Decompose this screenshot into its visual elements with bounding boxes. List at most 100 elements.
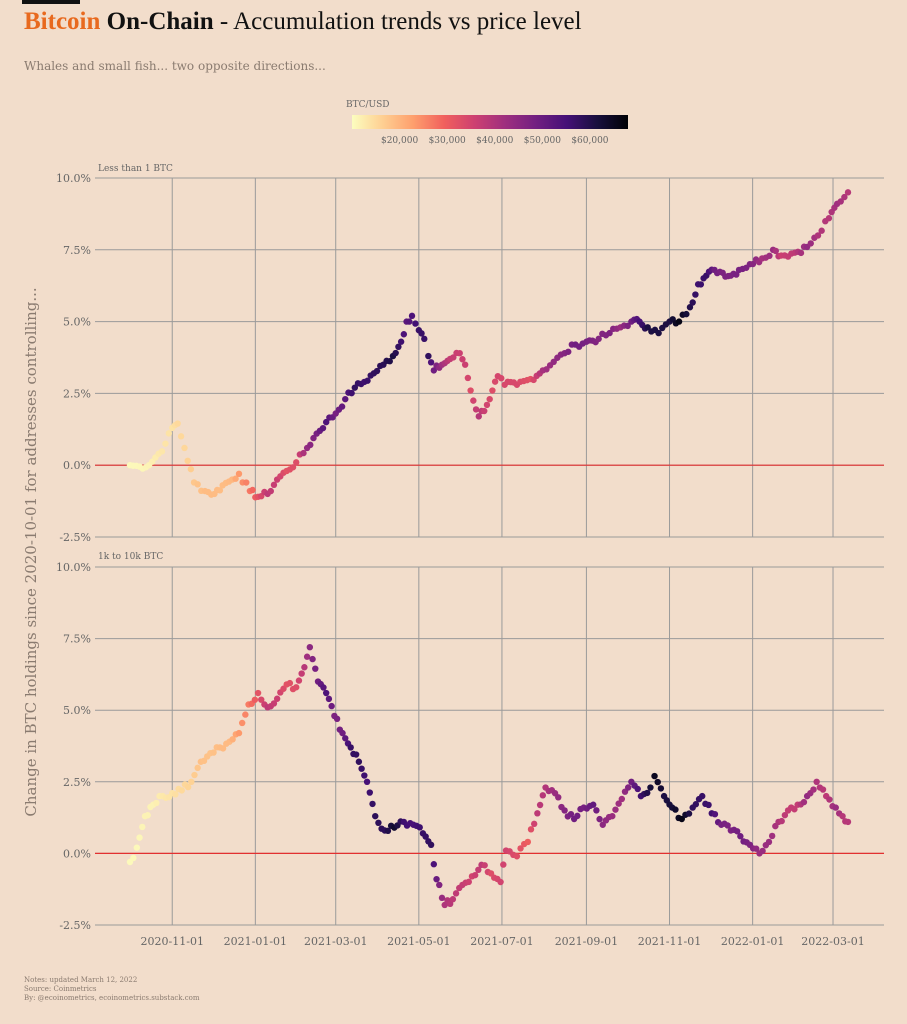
data-point	[386, 358, 393, 365]
data-point	[450, 354, 457, 361]
data-point	[697, 281, 705, 288]
data-point	[596, 815, 603, 823]
data-point	[606, 329, 613, 337]
legend-tick-label: $50,000	[524, 136, 561, 146]
data-point	[372, 812, 379, 820]
data-point	[517, 845, 524, 852]
data-point	[574, 812, 581, 820]
data-point	[759, 847, 766, 855]
data-point	[593, 807, 600, 814]
data-point	[818, 227, 825, 234]
data-point	[456, 349, 463, 357]
data-point	[841, 193, 848, 201]
data-point	[303, 653, 311, 660]
data-point	[470, 397, 477, 404]
data-point	[655, 329, 662, 337]
data-point	[400, 331, 408, 338]
data-point	[590, 801, 597, 808]
data-point	[187, 465, 195, 473]
data-point	[430, 367, 438, 374]
y-tick-label: 2.5%	[63, 776, 91, 789]
data-point	[270, 481, 278, 489]
data-point	[238, 719, 246, 727]
y-tick-label: 10.0%	[56, 172, 91, 185]
data-point	[133, 844, 141, 851]
data-point	[647, 784, 654, 791]
data-point	[595, 335, 602, 343]
data-point	[449, 896, 457, 903]
data-point	[322, 418, 330, 426]
data-point	[567, 810, 575, 818]
data-point	[191, 771, 198, 779]
data-point	[819, 786, 827, 793]
data-point	[689, 299, 696, 306]
data-point	[692, 291, 699, 298]
data-point	[813, 778, 820, 785]
data-point	[765, 838, 773, 846]
y-tick-label: -2.5%	[59, 531, 91, 544]
data-point	[194, 764, 201, 772]
data-point	[778, 817, 785, 825]
data-point	[347, 744, 354, 751]
data-point	[441, 901, 448, 909]
data-point	[615, 800, 622, 807]
data-point	[366, 789, 373, 796]
y-tick-label: 7.5%	[63, 633, 91, 646]
data-point	[524, 838, 532, 846]
page-title: Bitcoin On-Chain - Accumulation trends v…	[24, 8, 582, 36]
data-point	[301, 664, 308, 671]
data-point	[273, 695, 281, 702]
data-point	[427, 841, 435, 849]
data-point	[422, 833, 429, 840]
y-tick-label: -2.5%	[59, 919, 91, 932]
data-point	[395, 343, 402, 351]
data-point	[333, 715, 341, 723]
data-point	[397, 338, 405, 345]
data-point	[797, 249, 805, 257]
data-point	[475, 866, 482, 874]
data-point	[300, 449, 307, 457]
data-point	[325, 695, 333, 703]
data-point	[452, 890, 460, 897]
data-point	[235, 470, 243, 478]
title-bold: On-Chain	[106, 8, 214, 35]
x-tick-label: 2020-11-01	[141, 935, 204, 948]
data-point	[699, 792, 706, 800]
data-point	[342, 735, 349, 742]
data-point	[685, 810, 693, 817]
data-point	[498, 375, 505, 382]
data-point	[678, 815, 685, 823]
notes-author: By: @ecoinometrics, ecoinometrics.substa…	[24, 994, 200, 1002]
data-point	[243, 479, 250, 486]
data-point	[162, 440, 169, 447]
data-point	[373, 367, 381, 375]
data-point	[310, 434, 317, 442]
data-point	[826, 796, 833, 803]
x-tick-label: 2021-01-01	[224, 935, 287, 948]
data-point	[153, 799, 160, 807]
data-point	[651, 772, 658, 780]
data-point	[692, 801, 700, 808]
data-point	[839, 812, 846, 820]
data-point	[471, 871, 479, 879]
data-point	[139, 823, 146, 831]
data-point	[392, 349, 399, 357]
x-tick-label: 2021-09-01	[555, 935, 618, 948]
data-point	[465, 878, 472, 886]
data-point	[791, 806, 798, 813]
data-point	[446, 900, 454, 908]
data-point	[172, 791, 179, 798]
notes-source: Source: Coinmetrics	[24, 985, 97, 993]
data-point	[338, 403, 346, 410]
data-point	[844, 189, 852, 196]
y-axis-label: Change in BTC holdings since 2020-10-01 …	[22, 287, 40, 816]
data-point	[232, 475, 239, 482]
data-point	[320, 684, 327, 691]
data-point	[178, 787, 185, 794]
data-point	[289, 464, 297, 471]
data-point	[408, 312, 416, 320]
data-point	[270, 700, 278, 707]
data-point	[194, 481, 201, 488]
data-point	[644, 789, 651, 797]
